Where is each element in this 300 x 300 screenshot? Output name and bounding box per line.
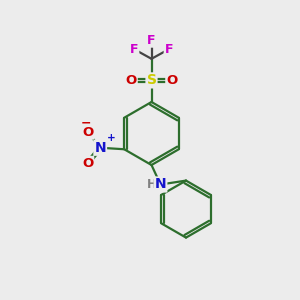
Text: +: + bbox=[107, 133, 116, 143]
Text: H: H bbox=[147, 178, 156, 191]
Text: S: S bbox=[146, 74, 157, 87]
Text: F: F bbox=[147, 34, 156, 47]
Text: F: F bbox=[130, 43, 138, 56]
Text: O: O bbox=[166, 74, 178, 87]
Text: O: O bbox=[82, 157, 93, 170]
Text: N: N bbox=[155, 178, 166, 191]
Text: N: N bbox=[94, 141, 106, 155]
Text: F: F bbox=[165, 43, 173, 56]
Text: O: O bbox=[125, 74, 137, 87]
Text: O: O bbox=[82, 126, 93, 139]
Text: −: − bbox=[81, 117, 92, 130]
